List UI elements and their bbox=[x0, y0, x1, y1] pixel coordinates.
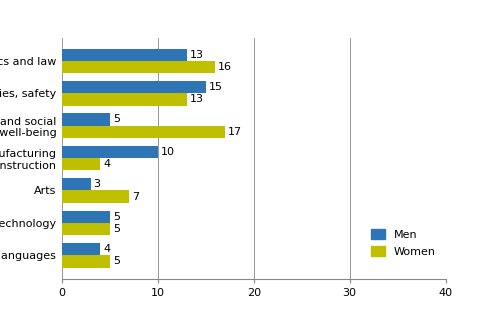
Bar bbox=[62, 243, 100, 255]
Text: 15: 15 bbox=[208, 82, 223, 92]
Text: 13: 13 bbox=[190, 50, 203, 60]
Bar bbox=[62, 223, 110, 235]
Text: 5: 5 bbox=[113, 224, 120, 234]
Bar bbox=[62, 158, 100, 170]
Text: 7: 7 bbox=[132, 192, 139, 202]
Text: 5: 5 bbox=[113, 212, 120, 222]
Text: 13: 13 bbox=[190, 95, 203, 105]
Text: 5: 5 bbox=[113, 256, 120, 266]
Bar bbox=[62, 126, 225, 138]
Text: 4: 4 bbox=[103, 159, 110, 169]
Text: 3: 3 bbox=[94, 179, 100, 189]
Bar bbox=[62, 146, 158, 158]
Bar bbox=[62, 49, 187, 61]
Text: 16: 16 bbox=[218, 62, 232, 72]
Text: 10: 10 bbox=[161, 147, 175, 157]
Legend: Men, Women: Men, Women bbox=[367, 225, 440, 261]
Bar bbox=[62, 81, 206, 93]
Text: 5: 5 bbox=[113, 115, 120, 125]
Bar bbox=[62, 113, 110, 126]
Bar bbox=[62, 255, 110, 268]
Bar bbox=[62, 61, 215, 73]
Text: 17: 17 bbox=[228, 127, 242, 137]
Bar bbox=[62, 191, 129, 203]
Bar bbox=[62, 93, 187, 105]
Text: 4: 4 bbox=[103, 244, 110, 254]
Bar bbox=[62, 211, 110, 223]
Bar bbox=[62, 178, 91, 191]
